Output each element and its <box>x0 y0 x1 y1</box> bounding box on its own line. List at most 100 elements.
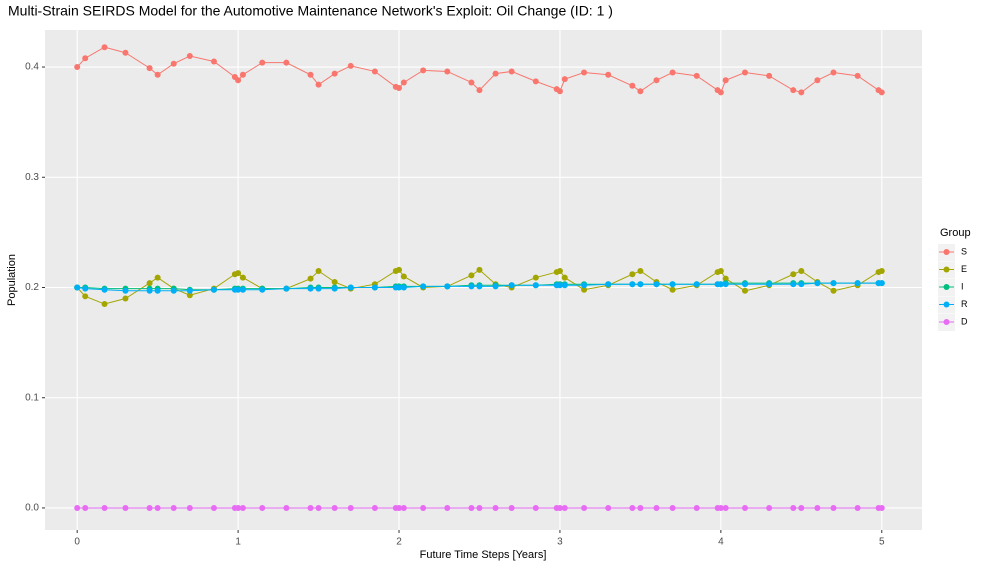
point <box>532 282 539 289</box>
point <box>561 76 568 83</box>
legend-point <box>943 249 950 255</box>
point <box>722 504 729 511</box>
point <box>878 504 885 511</box>
point <box>307 275 314 282</box>
legend-point <box>943 319 950 325</box>
point <box>259 286 266 293</box>
point <box>307 71 314 78</box>
point <box>722 275 729 282</box>
y-tick-label: 0.2 <box>25 282 39 293</box>
point <box>741 504 748 511</box>
point <box>717 267 724 274</box>
point <box>814 504 821 511</box>
point <box>400 273 407 280</box>
point <box>331 285 338 292</box>
point <box>101 301 108 308</box>
point <box>637 88 644 95</box>
x-tick-label: 2 <box>396 537 402 548</box>
point <box>420 283 427 290</box>
point <box>307 504 314 511</box>
point <box>146 280 153 287</box>
y-tick-label: 0.3 <box>25 172 39 183</box>
point <box>371 284 378 291</box>
point <box>235 77 242 84</box>
point <box>420 67 427 74</box>
point <box>347 62 354 69</box>
point <box>468 272 475 279</box>
x-tick-label: 3 <box>557 537 563 548</box>
y-axis-label: Population <box>6 254 18 306</box>
point <box>146 287 153 294</box>
point <box>854 280 861 287</box>
point <box>561 274 568 281</box>
panel <box>45 30 922 530</box>
point <box>122 504 129 511</box>
point <box>74 64 81 71</box>
point <box>210 286 217 293</box>
point <box>693 281 700 288</box>
legend-point <box>943 266 950 273</box>
point <box>259 504 266 511</box>
point <box>239 71 246 78</box>
point <box>210 504 217 511</box>
x-axis-label: Future Time Steps [Years] <box>420 549 547 561</box>
point <box>186 504 193 511</box>
point <box>74 504 81 511</box>
point <box>766 504 773 511</box>
legend-label: I <box>961 281 964 291</box>
point <box>556 88 563 95</box>
point <box>492 504 499 511</box>
point <box>315 504 322 511</box>
point <box>556 282 563 289</box>
point <box>122 49 129 56</box>
y-tick-label: 0.1 <box>25 392 39 403</box>
point <box>468 504 475 511</box>
point <box>878 89 885 96</box>
point <box>154 274 161 281</box>
point <box>74 284 81 291</box>
point <box>400 284 407 291</box>
point <box>798 504 805 511</box>
point <box>605 71 612 78</box>
point <box>830 504 837 511</box>
point <box>766 281 773 288</box>
point <box>798 89 805 96</box>
point <box>122 295 129 302</box>
point <box>581 282 588 289</box>
point <box>307 285 314 292</box>
point <box>82 293 89 300</box>
point <box>556 267 563 274</box>
point <box>396 266 403 273</box>
point <box>814 280 821 287</box>
point <box>653 281 660 288</box>
point <box>170 287 177 294</box>
point <box>476 87 483 94</box>
point <box>122 287 129 294</box>
point <box>347 504 354 511</box>
point <box>146 65 153 72</box>
point <box>154 504 161 511</box>
point <box>396 84 403 91</box>
legend-title: Group <box>940 227 971 239</box>
point <box>347 284 354 291</box>
point <box>400 504 407 511</box>
point <box>854 72 861 79</box>
point <box>637 267 644 274</box>
point <box>637 281 644 288</box>
point <box>532 504 539 511</box>
point <box>468 283 475 290</box>
point <box>717 281 724 288</box>
point <box>669 504 676 511</box>
point <box>283 59 290 66</box>
point <box>790 281 797 288</box>
point <box>101 286 108 293</box>
point <box>315 81 322 88</box>
point <box>798 281 805 288</box>
point <box>239 286 246 293</box>
point <box>830 280 837 287</box>
legend-point <box>943 301 950 308</box>
point <box>830 287 837 294</box>
point <box>741 287 748 294</box>
point <box>581 286 588 293</box>
point <box>186 53 193 60</box>
